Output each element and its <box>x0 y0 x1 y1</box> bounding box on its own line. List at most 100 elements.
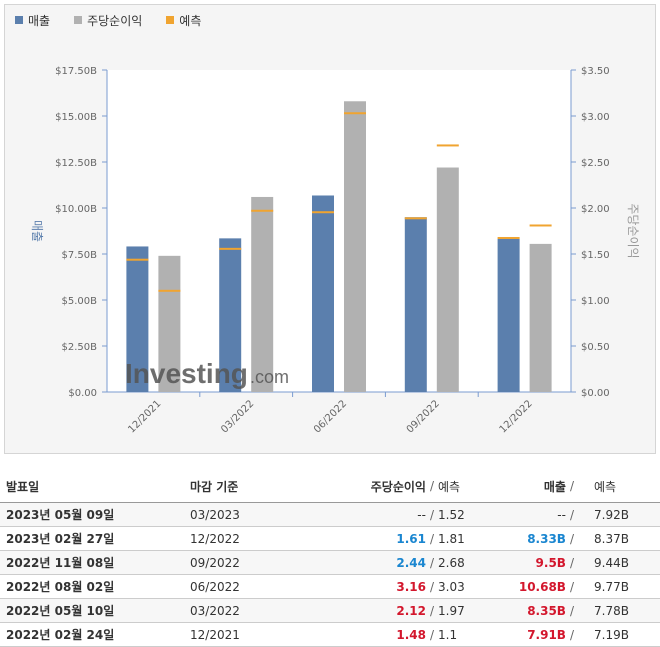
row-eps: 3.16/ <box>396 575 434 598</box>
revenue-bar <box>219 238 242 392</box>
left-tick-label: $7.50B <box>62 250 98 261</box>
table-row: 2022년 11월 08일 09/2022 2.44/2.68 9.5B/9.44B <box>0 551 660 575</box>
legend-label-forecast: 예측 <box>179 13 202 28</box>
right-tick-label: $3.50 <box>581 66 610 77</box>
right-tick-label: $0.50 <box>581 342 610 353</box>
left-tick-label: $2.50B <box>62 342 98 353</box>
legend-swatch-revenue <box>15 16 23 24</box>
row-eps-value: -- <box>417 507 426 522</box>
header-revenue[interactable]: 매출 / <box>544 470 574 502</box>
row-eps: 2.44/ <box>396 551 434 574</box>
revenue-forecast-mark <box>497 236 520 239</box>
eps-bar <box>251 196 274 392</box>
revenue-bar <box>312 195 334 392</box>
right-tick-label: $3.00 <box>581 112 610 123</box>
header-date[interactable]: 발표일 <box>6 479 40 494</box>
row-revenue-slash: / <box>569 603 574 618</box>
row-eps-forecast: 1.81 <box>438 531 465 546</box>
investing-watermark-suffix: .com <box>250 367 289 387</box>
eps-forecast-mark <box>436 144 459 147</box>
legend-swatch-forecast <box>166 16 175 24</box>
left-tick-label: $12.50B <box>55 158 97 169</box>
legend-item-forecast[interactable]: 예측 <box>166 12 201 29</box>
legend-item-eps[interactable]: 주당순이익 <box>74 12 142 29</box>
row-revenue: 8.35B / <box>527 599 574 622</box>
legend-swatch-eps <box>74 16 83 24</box>
row-revenue-value: -- <box>557 507 566 522</box>
row-eps-slash: / <box>429 603 434 618</box>
table-header-row: 발표일 마감 기준 주당순이익 / 예측 매출 / 예측 <box>0 470 660 503</box>
row-revenue-slash: / <box>569 579 574 594</box>
right-tick-label: $1.50 <box>581 250 610 261</box>
eps-forecast-mark <box>251 209 274 212</box>
row-revenue-forecast: 9.77B <box>594 579 629 594</box>
x-tick-label: 12/2022 <box>498 398 535 435</box>
row-revenue-value: 9.5B <box>535 555 566 570</box>
table-body: 2023년 05월 09일 03/2023 --/1.52 --/7.92B 2023년… <box>0 503 660 647</box>
row-eps-forecast: 1.52 <box>438 507 465 522</box>
header-period[interactable]: 마감 기준 <box>190 479 239 494</box>
legend-label-revenue: 매출 <box>28 13 51 28</box>
left-tick-label: $17.50B <box>55 66 97 77</box>
right-tick-label: $2.50 <box>581 158 610 169</box>
row-revenue: 8.33B / <box>527 527 574 550</box>
row-period: 03/2023 <box>190 507 240 522</box>
header-revenue-forecast[interactable]: 예측 <box>594 479 617 494</box>
row-revenue-forecast: 8.37B <box>594 531 629 546</box>
row-revenue: -- / <box>557 503 574 526</box>
row-eps-value: 1.48 <box>396 627 426 642</box>
x-tick-label: 12/2021 <box>126 398 163 435</box>
row-eps: 2.12/ <box>396 599 434 622</box>
chart-legend: 매출 주당순이익 예측 <box>15 9 225 31</box>
row-eps-slash: / <box>429 531 434 546</box>
row-date: 2022년 11월 08일 <box>6 556 115 570</box>
row-revenue-slash: / <box>569 555 574 570</box>
earnings-table: 발표일 마감 기준 주당순이익 / 예측 매출 / 예측 2023년 05월 09일… <box>0 470 660 647</box>
row-eps: 1.61/ <box>396 527 434 550</box>
row-period: 03/2022 <box>190 603 240 618</box>
row-revenue-value: 8.35B <box>527 603 566 618</box>
row-revenue-forecast: 9.44B <box>594 555 629 570</box>
row-eps: -- / <box>417 503 434 526</box>
row-eps-value: 3.16 <box>396 579 426 594</box>
investing-watermark: Investing <box>125 358 248 389</box>
row-period: 12/2021 <box>190 627 240 642</box>
header-revenue-slash: / <box>569 479 574 493</box>
row-eps-forecast: 1.1 <box>438 627 458 642</box>
row-eps-forecast: 1.97 <box>438 603 465 618</box>
left-tick-label: $15.00B <box>55 112 97 123</box>
table-row: 2023년 05월 09일 03/2023 --/1.52 --/7.92B <box>0 503 660 527</box>
row-period: 12/2022 <box>190 531 240 546</box>
eps-bar <box>344 101 366 392</box>
left-axis-title: 매출 <box>30 220 44 242</box>
row-eps-value: 2.12 <box>396 603 426 618</box>
header-eps[interactable]: 주당순이익 / <box>371 470 434 502</box>
row-eps-slash: / <box>429 627 434 642</box>
header-revenue-label: 매출 <box>543 479 566 494</box>
x-tick-label: 06/2022 <box>312 398 349 435</box>
left-tick-label: $5.00B <box>62 296 98 307</box>
eps-forecast-mark <box>158 289 181 292</box>
row-eps-slash: / <box>429 507 434 522</box>
row-eps-slash: / <box>429 579 434 594</box>
row-date: 2022년 05월 10일 <box>6 604 115 618</box>
x-tick-label: 09/2022 <box>405 398 442 435</box>
chart-plot: $0.00 $0.00 $2.50B $0.50 $5.00B $1.00 $7.50B $1… <box>30 66 640 435</box>
header-eps-forecast[interactable]: 예측 <box>438 479 461 494</box>
revenue-forecast-mark <box>404 217 427 220</box>
revenue-bar <box>126 246 149 392</box>
right-tick-label: $1.00 <box>581 296 610 307</box>
header-eps-slash: / <box>429 479 434 493</box>
row-period: 06/2022 <box>190 579 240 594</box>
table-row: 2023년 02월 27일 12/2022 1.61/1.81 8.33B/8.37B <box>0 527 660 551</box>
row-revenue-value: 7.91B <box>527 627 566 642</box>
eps-forecast-mark <box>529 224 552 227</box>
row-revenue: 7.91B / <box>527 623 574 646</box>
revenue-forecast-mark <box>312 211 334 214</box>
legend-item-revenue[interactable]: 매출 <box>15 12 50 29</box>
row-eps-forecast: 3.03 <box>438 579 465 594</box>
row-revenue-forecast: 7.19B <box>594 627 629 642</box>
right-tick-label: $0.00 <box>581 388 610 399</box>
row-revenue-slash: / <box>569 627 574 642</box>
eps-bar <box>529 243 552 392</box>
